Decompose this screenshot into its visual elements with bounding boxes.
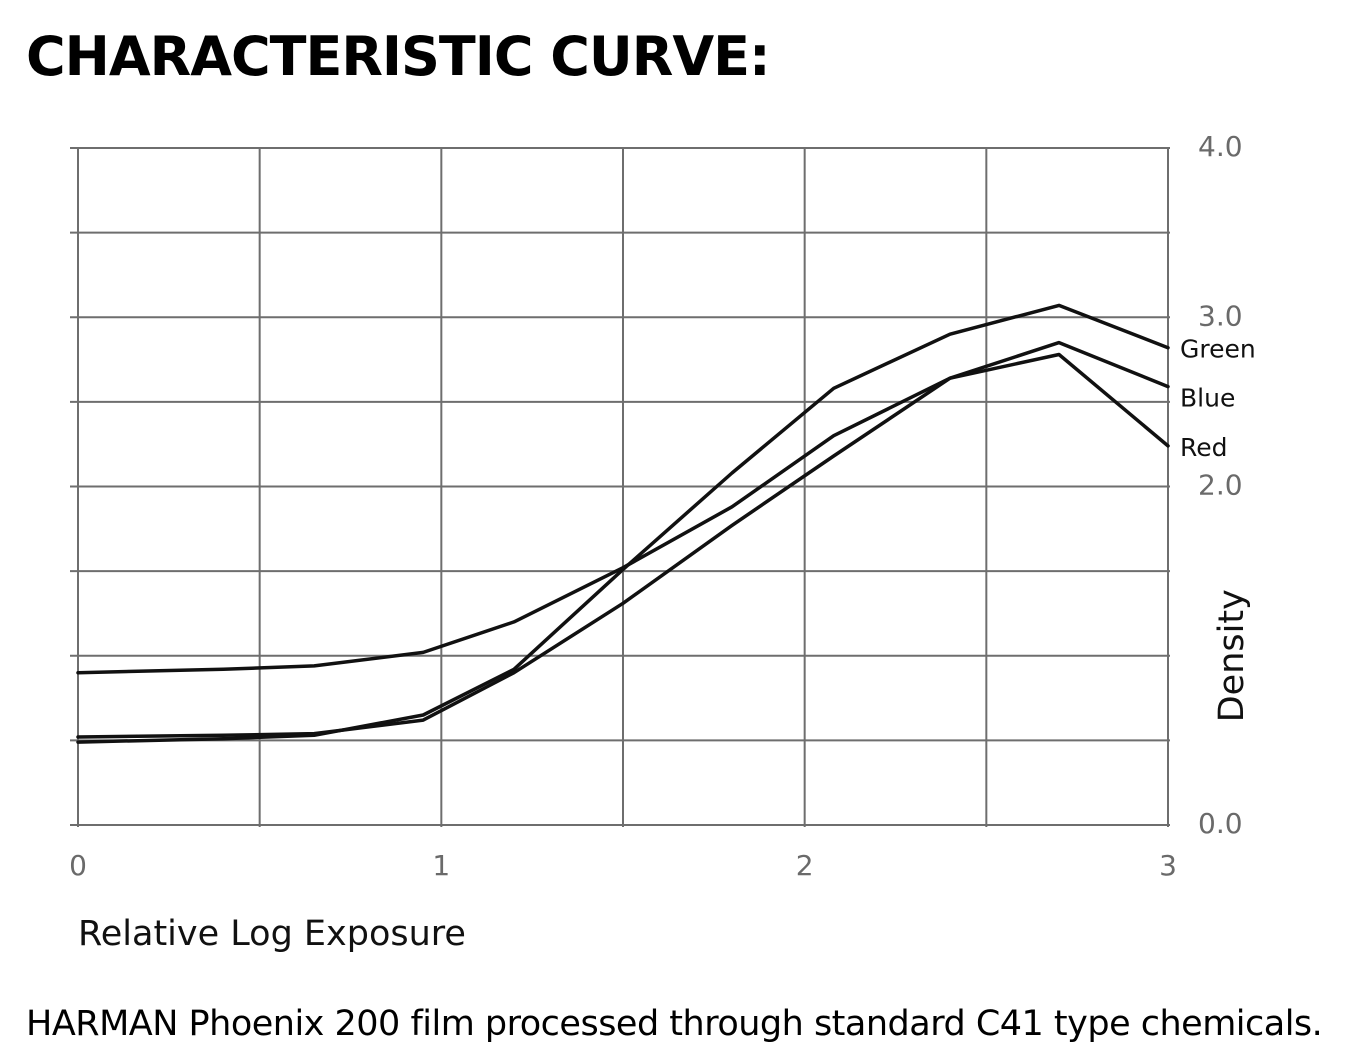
series-label-green: Green — [1180, 335, 1256, 364]
y-tick-labels: 0.0 2.0 3.0 4.0 — [1198, 130, 1243, 840]
series-labels: Green Blue Red — [1180, 335, 1256, 462]
series-line-red — [76, 352, 1170, 675]
page-title: CHARACTERISTIC CURVE: — [26, 25, 771, 88]
y-tick-label-2-0: 2.0 — [1198, 469, 1243, 502]
series-line-blue — [76, 340, 1170, 739]
series-lines — [76, 303, 1170, 744]
series-label-red: Red — [1180, 433, 1228, 462]
x-tick-label-2: 2 — [796, 849, 814, 882]
chart-caption: HARMAN Phoenix 200 film processed throug… — [26, 1004, 1323, 1044]
x-tick-label-0: 0 — [69, 849, 87, 882]
grid-lines — [70, 147, 1170, 827]
y-axis-title: Density — [1212, 589, 1252, 722]
y-tick-label-4-0: 4.0 — [1198, 130, 1243, 163]
series-label-blue: Blue — [1180, 384, 1235, 413]
x-tick-label-3: 3 — [1159, 849, 1177, 882]
x-axis-title: Relative Log Exposure — [78, 914, 466, 954]
characteristic-curve-chart: 0 1 2 3 0.0 2.0 3.0 4.0 Green Blue Red Relative … — [69, 130, 1256, 954]
y-tick-label-0-0: 0.0 — [1198, 807, 1243, 840]
x-tick-labels: 0 1 2 3 — [69, 849, 1177, 882]
x-tick-label-1: 1 — [432, 849, 450, 882]
y-tick-label-3-0: 3.0 — [1198, 299, 1243, 332]
